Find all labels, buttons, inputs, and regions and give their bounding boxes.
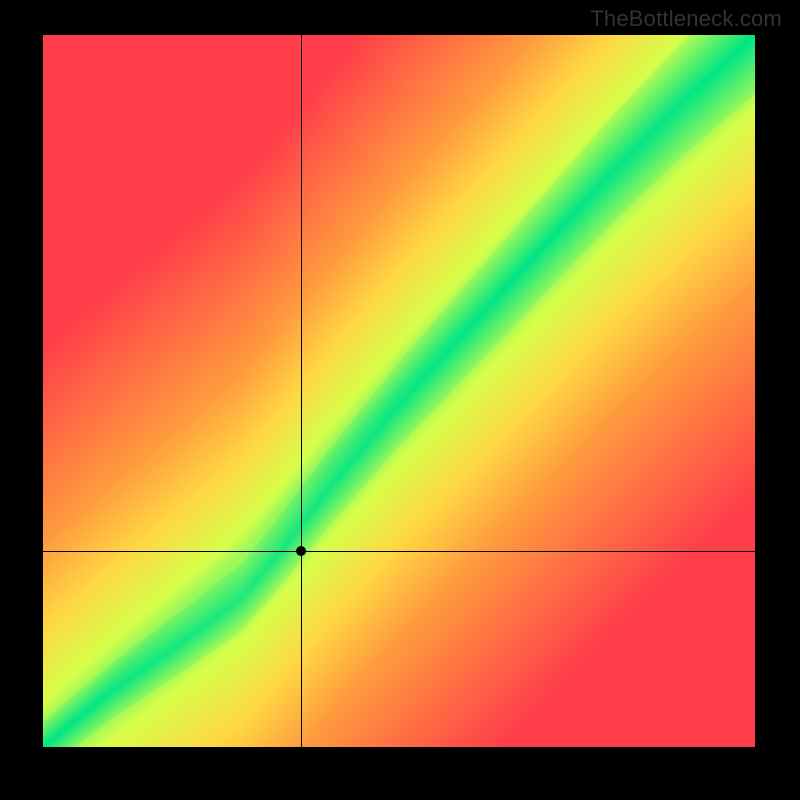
crosshair-marker: [296, 546, 306, 556]
crosshair-vertical: [301, 35, 302, 747]
chart-container: TheBottleneck.com: [0, 0, 800, 800]
plot-area: [43, 35, 755, 747]
crosshair-horizontal: [43, 551, 755, 552]
watermark-text: TheBottleneck.com: [590, 6, 782, 32]
heatmap-canvas: [43, 35, 755, 747]
